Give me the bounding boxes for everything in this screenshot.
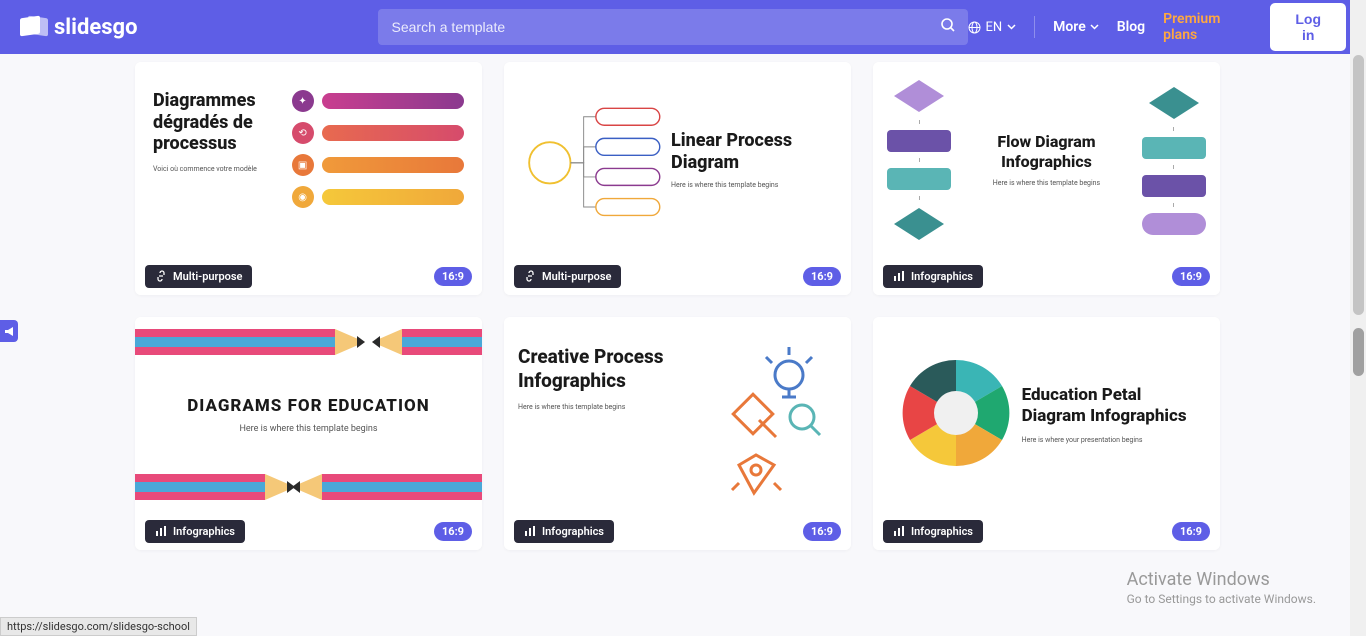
template-card[interactable]: Creative Process Infographics Here is wh… bbox=[504, 317, 851, 550]
tag-label: Multi-purpose bbox=[542, 270, 611, 283]
category-tag[interactable]: Multi-purpose bbox=[145, 265, 252, 288]
status-bar: https://slidesgo.com/slidesgo-school bbox=[0, 617, 197, 636]
ratio-badge: 16:9 bbox=[803, 267, 841, 286]
ratio-badge: 16:9 bbox=[434, 267, 472, 286]
category-tag[interactable]: Infographics bbox=[883, 265, 983, 288]
thumb-subtitle: Here is where this template begins bbox=[239, 424, 377, 434]
template-card[interactable]: Education Petal Diagram Infographics Her… bbox=[873, 317, 1220, 550]
login-button[interactable]: Log in bbox=[1270, 3, 1346, 51]
thumbnail: Flow Diagram Infographics Here is where … bbox=[873, 62, 1220, 257]
chart-icon bbox=[155, 525, 167, 537]
brand-text: slidesgo bbox=[54, 15, 138, 40]
thumb-subtitle: Voici où commence votre modèle bbox=[153, 165, 284, 173]
card-footer: Infographics 16:9 bbox=[873, 257, 1220, 295]
nav-right: EN More Blog Premium plans Log in bbox=[968, 3, 1347, 51]
lang-label: EN bbox=[986, 20, 1003, 35]
pencil-icon bbox=[292, 470, 482, 504]
thumbnail: Education Petal Diagram Infographics Her… bbox=[873, 317, 1220, 512]
megaphone-icon bbox=[4, 326, 15, 337]
thumbnail: Creative Process Infographics Here is wh… bbox=[504, 317, 851, 512]
tag-label: Infographics bbox=[911, 525, 973, 538]
announce-tab[interactable] bbox=[0, 320, 18, 342]
thumbnail: DIAGRAMS FOR EDUCATION Here is where thi… bbox=[135, 317, 482, 512]
template-card[interactable]: Diagrammes dégradés de processus Voici o… bbox=[135, 62, 482, 295]
search-wrap bbox=[378, 9, 968, 45]
card-footer: Infographics 16:9 bbox=[873, 512, 1220, 550]
ratio-badge: 16:9 bbox=[1172, 267, 1210, 286]
link-icon bbox=[155, 270, 167, 282]
thumb-subtitle: Here is where this template begins bbox=[671, 181, 839, 189]
pencil-icon bbox=[135, 325, 385, 359]
chevron-down-icon bbox=[1007, 24, 1016, 30]
gradient-rows: ✦ ⟲ ▣ ◉ bbox=[284, 90, 464, 229]
category-tag[interactable]: Infographics bbox=[883, 520, 983, 543]
language-selector[interactable]: EN bbox=[968, 20, 1017, 35]
card-footer: Infographics 16:9 bbox=[504, 512, 851, 550]
card-footer: Infographics 16:9 bbox=[135, 512, 482, 550]
header: slidesgo EN More Blog Premium plans Log … bbox=[0, 0, 1366, 54]
logo-icon bbox=[20, 15, 48, 39]
windows-activate: Activate Windows Go to Settings to activ… bbox=[1127, 569, 1316, 606]
thumb-title: Creative Process Infographics bbox=[518, 345, 684, 393]
linear-diagram bbox=[516, 95, 671, 225]
thumb-subtitle: Here is where this template begins bbox=[518, 403, 684, 411]
scrollbar[interactable] bbox=[1350, 0, 1366, 636]
thumb-title: Diagrammes dégradés de processus bbox=[153, 90, 284, 155]
ratio-badge: 16:9 bbox=[434, 522, 472, 541]
thumb-subtitle: Here is where this template begins bbox=[976, 179, 1116, 187]
thumbnail: Diagrammes dégradés de processus Voici o… bbox=[135, 62, 482, 257]
category-tag[interactable]: Multi-purpose bbox=[514, 265, 621, 288]
globe-icon bbox=[968, 21, 981, 34]
thumbnail: Linear Process Diagram Here is where thi… bbox=[504, 62, 851, 257]
thumb-title: Linear Process Diagram bbox=[671, 130, 839, 173]
pencil-icon bbox=[372, 325, 482, 359]
search-input[interactable] bbox=[378, 9, 968, 45]
card-footer: Multi-purpose 16:9 bbox=[504, 257, 851, 295]
thumb-title: Education Petal Diagram Infographics bbox=[1022, 385, 1202, 426]
pencil-icon bbox=[135, 470, 305, 504]
nav-more-label: More bbox=[1053, 19, 1086, 35]
flow-left-col bbox=[887, 78, 951, 242]
template-grid: Diagrammes dégradés de processus Voici o… bbox=[0, 54, 1366, 550]
nav-blog[interactable]: Blog bbox=[1117, 19, 1145, 35]
search-icon[interactable] bbox=[940, 17, 956, 37]
category-tag[interactable]: Infographics bbox=[145, 520, 245, 543]
thumb-subtitle: Here is where your presentation begins bbox=[1022, 436, 1202, 444]
creative-icons bbox=[684, 345, 844, 505]
template-card[interactable]: Linear Process Diagram Here is where thi… bbox=[504, 62, 851, 295]
tag-label: Infographics bbox=[911, 270, 973, 283]
petal-diagram bbox=[891, 348, 1021, 478]
nav-premium[interactable]: Premium plans bbox=[1163, 11, 1252, 43]
flow-right-col bbox=[1142, 85, 1206, 235]
chevron-down-icon bbox=[1090, 24, 1099, 30]
thumb-title: Flow Diagram Infographics bbox=[976, 132, 1116, 170]
card-footer: Multi-purpose 16:9 bbox=[135, 257, 482, 295]
ratio-badge: 16:9 bbox=[1172, 522, 1210, 541]
tag-label: Infographics bbox=[173, 525, 235, 538]
chart-icon bbox=[893, 525, 905, 537]
chart-icon bbox=[524, 525, 536, 537]
nav-more[interactable]: More bbox=[1053, 19, 1099, 35]
scrollbar-thumb[interactable] bbox=[1353, 328, 1364, 376]
tag-label: Multi-purpose bbox=[173, 270, 242, 283]
tag-label: Infographics bbox=[542, 525, 604, 538]
link-icon bbox=[524, 270, 536, 282]
activate-title: Activate Windows bbox=[1127, 569, 1316, 590]
chart-icon bbox=[893, 270, 905, 282]
template-card[interactable]: DIAGRAMS FOR EDUCATION Here is where thi… bbox=[135, 317, 482, 550]
activate-sub: Go to Settings to activate Windows. bbox=[1127, 592, 1316, 606]
template-card[interactable]: Flow Diagram Infographics Here is where … bbox=[873, 62, 1220, 295]
thumb-title: DIAGRAMS FOR EDUCATION bbox=[187, 396, 429, 416]
category-tag[interactable]: Infographics bbox=[514, 520, 614, 543]
logo[interactable]: slidesgo bbox=[20, 15, 138, 40]
divider bbox=[1034, 16, 1035, 38]
scrollbar-thumb[interactable] bbox=[1353, 55, 1364, 315]
ratio-badge: 16:9 bbox=[803, 522, 841, 541]
